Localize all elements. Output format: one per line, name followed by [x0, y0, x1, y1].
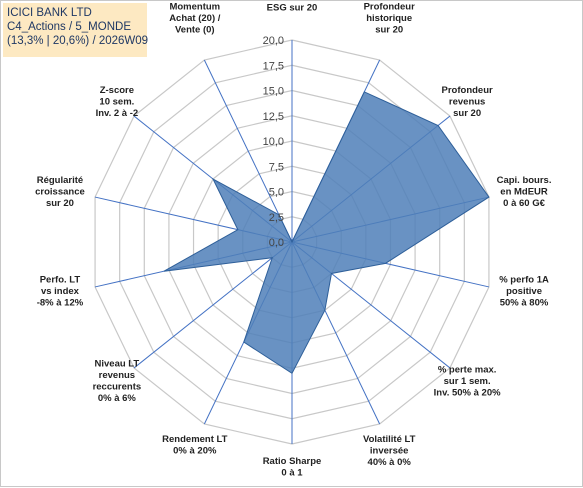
tick-label: 7,5 — [269, 161, 284, 173]
tick-label: 17,5 — [263, 60, 284, 72]
tick-label: 5,0 — [269, 187, 284, 199]
axis-label: % perte max.sur 1 sem.Inv. 50% à 20% — [434, 364, 501, 398]
axis-label: NoteESG sur 20 — [267, 1, 318, 14]
tick-label: 2,5 — [269, 212, 284, 224]
tick-label: 12,5 — [263, 111, 284, 123]
tick-label: 15,0 — [263, 86, 284, 98]
tick-label: 20,0 — [263, 35, 284, 47]
tick-label: 10,0 — [263, 136, 284, 148]
tick-label: 0,0 — [269, 237, 284, 249]
